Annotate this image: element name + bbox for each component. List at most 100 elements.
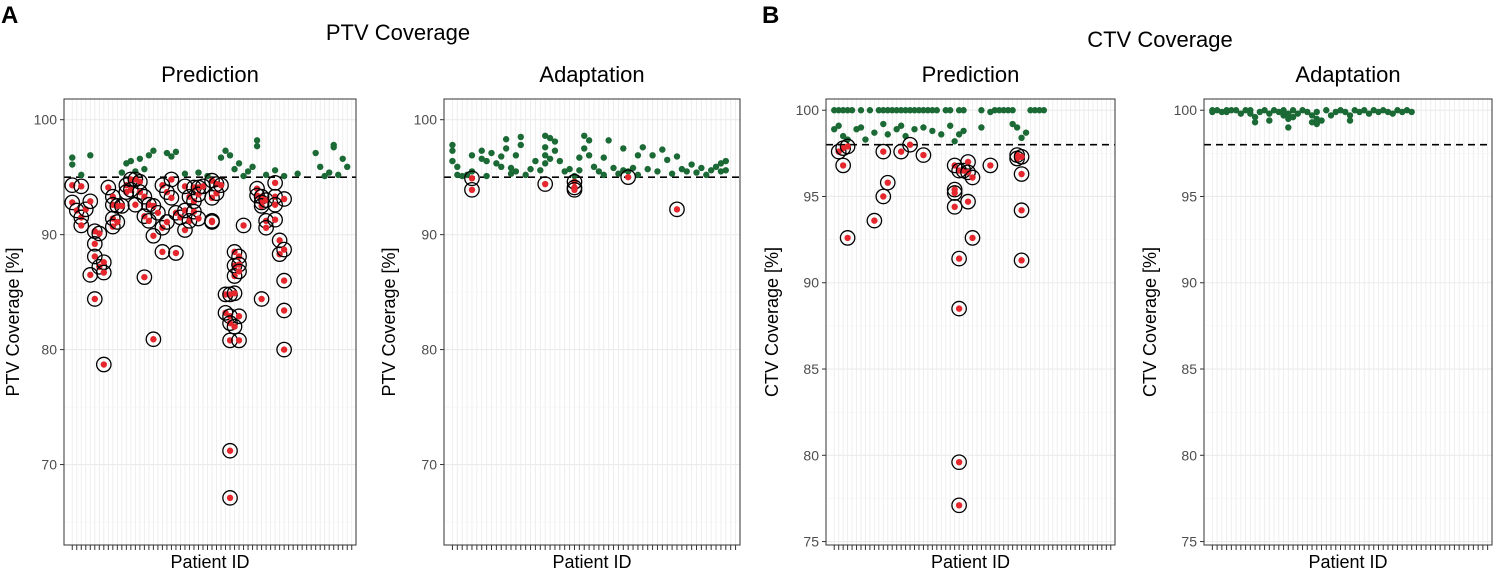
point-fail-ring [464,170,480,187]
point-pass [911,125,918,133]
point-pass [866,107,874,114]
point-fail [969,174,976,181]
grid [444,99,740,545]
point-fail [231,290,238,297]
point-pass [722,167,729,174]
point-fail [235,253,243,260]
point-fail [208,217,216,225]
point-pass [1237,110,1245,117]
point-pass [571,172,578,180]
point-fail-ring [154,219,171,236]
point-pass [585,137,593,144]
point-pass [546,134,554,142]
point-fail [271,216,279,223]
point-pass [857,124,865,131]
point-pass [600,171,607,179]
point-fail-ring [141,212,157,229]
point-fail-ring [86,248,103,265]
point-fail-ring [276,341,292,358]
point-fail [91,295,98,303]
point-fail [969,234,976,242]
point-fail-ring [946,198,963,215]
facet-ptv-prediction: 70 80 90 100 Prediction PTV Coverage [%] Pa… [3,62,357,570]
point-fail-ring [86,291,103,307]
point-pass [629,164,637,172]
y-tick-label: 95 [1181,188,1197,204]
point-pass [955,131,963,138]
point-pass [87,152,94,159]
point-fail [87,271,94,279]
point-pass [181,170,189,177]
point-pass [1285,124,1292,131]
point-pass [1285,110,1292,117]
plot-frame [63,98,357,546]
grid [1204,99,1492,545]
point-pass [1251,113,1259,121]
point-pass [339,155,346,162]
point-fail-ring [222,442,238,459]
point-fail [276,237,283,244]
point-pass [884,131,891,138]
point-fail-ring [839,230,856,246]
point-pass [880,107,887,114]
point-pass [330,144,337,151]
point-fail [844,143,851,150]
point-fail-ring [168,245,184,261]
point-fail-ring [154,244,171,260]
point-pass [1000,107,1007,114]
facet-title: Adaptation [1295,62,1400,87]
point-pass [551,147,559,154]
point-pass [449,147,456,154]
x-axis-title: Patient ID [552,552,631,570]
point-fail [964,198,972,205]
axes: 70 80 90 100 [414,112,737,550]
panel-a-letter: A [1,2,18,29]
point-fail-ring [276,272,292,289]
point-pass [136,155,144,162]
facet-title: Prediction [922,62,1020,87]
point-pass [581,132,588,139]
point-fail-ring [537,176,554,192]
point-pass [262,171,270,179]
point-fail [195,215,202,222]
y-axis-title: CTV Coverage [%] [762,247,782,397]
point-pass [454,163,461,171]
point-fail [190,208,198,215]
point-pass [172,148,180,156]
point-pass [459,172,466,180]
point-fail-ring [982,157,999,174]
point-pass [991,107,999,114]
point-fail-ring [136,188,153,205]
point-pass [195,169,202,176]
point-pass [537,167,544,174]
point-fail [1018,257,1025,264]
point-fail-ring [879,174,896,191]
point-pass [576,167,583,174]
point-pass [483,157,490,165]
point-fail-ring [566,181,583,198]
x-axis-title: Patient ID [931,552,1010,570]
point-pass [634,152,642,159]
point-pass [1040,107,1048,114]
point-pass [831,125,838,133]
point-pass [644,165,651,173]
point-fail [145,217,153,225]
point-pass [566,165,573,173]
point-pass [620,145,627,152]
point-pass [955,107,963,114]
point-fail [100,361,108,368]
point-fail [673,206,681,213]
point-pass [698,164,705,172]
point-fail [154,209,162,216]
point-pass [978,124,985,131]
point-pass [978,107,985,114]
point-pass [253,137,261,144]
y-tick-label: 70 [41,457,57,473]
point-pass [226,152,234,159]
point-pass [1009,107,1016,114]
point-fail-ring [258,219,274,236]
point-pass [1247,110,1254,117]
point-fail [136,178,144,185]
point-pass [1365,110,1373,117]
point-pass [615,170,622,177]
